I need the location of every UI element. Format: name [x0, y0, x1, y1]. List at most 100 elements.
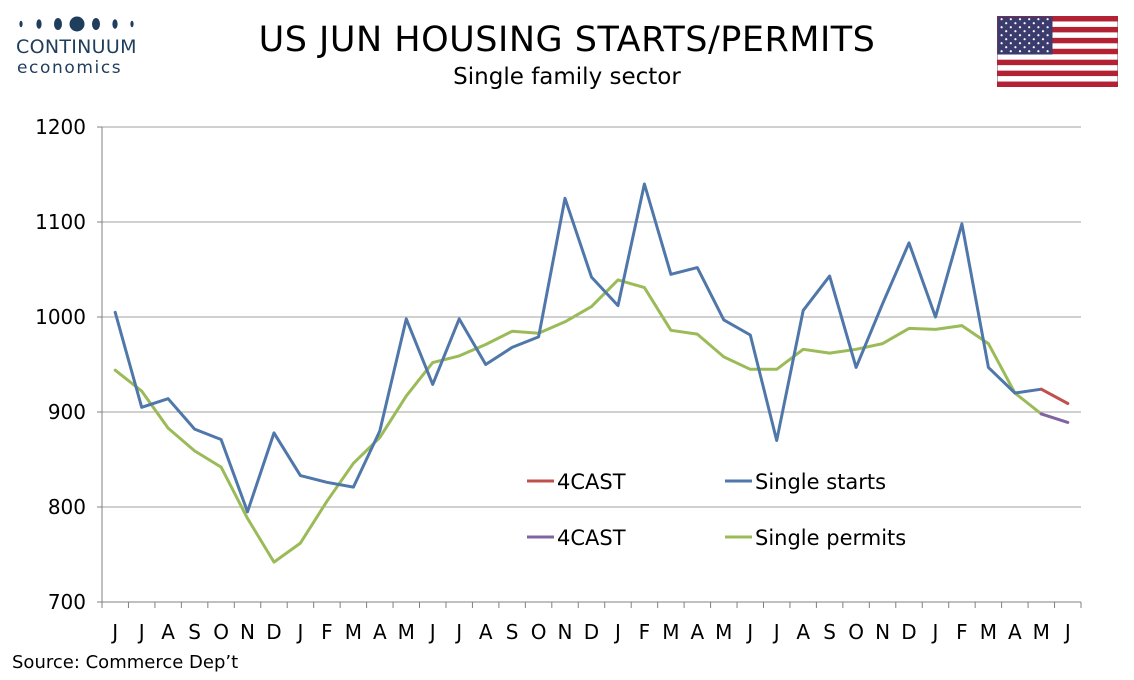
flag-star — [1037, 26, 1040, 29]
series-line-4cast-1 — [1039, 387, 1070, 405]
x-tick-label: J — [772, 620, 780, 644]
x-tick-label: M — [398, 620, 415, 644]
x-tick-label: M — [980, 620, 997, 644]
flag-star — [1041, 46, 1045, 49]
x-tick-label: A — [479, 620, 493, 644]
x-tick-label: M — [715, 620, 732, 644]
flag-star — [1000, 18, 1003, 21]
x-tick-label: O — [213, 620, 229, 644]
x-tick-label: D — [266, 620, 281, 644]
flag-star — [1032, 22, 1035, 25]
flag-star — [1009, 50, 1012, 53]
y-tick-label: 700 — [48, 590, 86, 614]
y-tick-label: 900 — [48, 400, 86, 424]
flag-stripe — [997, 26, 1118, 33]
chart-title: US JUN HOUSING STARTS/PERMITS — [258, 20, 876, 60]
flag-star — [1032, 46, 1035, 49]
flag-star — [1037, 42, 1040, 45]
flag-star — [1037, 50, 1040, 53]
flag-star — [1018, 18, 1022, 21]
continuum-logo: CONTINUUM economics — [14, 14, 144, 78]
flag-star — [1018, 34, 1022, 37]
y-tick-label: 1100 — [35, 210, 86, 234]
x-tick-label: J — [110, 620, 118, 644]
chart-subtitle: Single family sector — [453, 64, 681, 90]
us-flag-icon — [997, 16, 1118, 87]
flag-star — [1005, 30, 1008, 33]
logo-wordmark: CONTINUUM — [16, 36, 137, 58]
flag-star — [1037, 18, 1040, 21]
x-tick-label: D — [901, 620, 916, 644]
flag-star — [1000, 26, 1003, 29]
x-tick-label: S — [823, 620, 836, 644]
flag-star — [1046, 26, 1049, 29]
flag-star — [1023, 22, 1026, 25]
flag-star — [1005, 38, 1008, 41]
flag-star — [1014, 22, 1017, 25]
flag-star — [1028, 42, 1031, 45]
y-tick-label: 1200 — [35, 115, 86, 139]
legend-label: 4CAST — [557, 470, 626, 494]
x-tick-label: A — [796, 620, 810, 644]
flag-star — [1028, 50, 1031, 53]
flag-star — [1041, 30, 1045, 33]
flag-star — [1046, 42, 1049, 45]
flag-star — [1018, 42, 1022, 45]
x-tick-label: D — [584, 620, 599, 644]
source-note: Source: Commerce Dep’t — [12, 652, 239, 673]
flag-stripe — [997, 70, 1118, 77]
x-tick-label: J — [428, 620, 436, 644]
flag-stripe — [997, 16, 1118, 22]
flag-star — [1023, 46, 1026, 49]
flag-star — [1000, 34, 1003, 37]
logo-subtext: economics — [17, 58, 123, 78]
x-tick-label: N — [558, 620, 573, 644]
flag-star — [1000, 42, 1003, 45]
flag-star — [1037, 34, 1040, 37]
series-line-single-starts-0 — [113, 182, 1043, 514]
series-line-single-permits-2 — [113, 278, 1043, 564]
legend-label: 4CAST — [557, 526, 626, 550]
y-tick-label: 1000 — [35, 305, 86, 329]
flag-star — [1046, 18, 1049, 21]
flag-star — [1023, 38, 1026, 41]
x-tick-label: J — [613, 620, 621, 644]
x-tick-label: S — [188, 620, 201, 644]
x-tick-label: O — [848, 620, 864, 644]
flag-star — [1041, 38, 1045, 41]
x-tick-label: J — [295, 620, 303, 644]
flag-star — [1023, 30, 1026, 33]
flag-star — [1041, 22, 1045, 25]
y-tick-label: 800 — [48, 495, 86, 519]
flag-star — [1046, 50, 1049, 53]
x-tick-label: A — [373, 620, 387, 644]
x-tick-label: J — [931, 620, 939, 644]
flag-star — [1005, 46, 1008, 49]
logo-dots-icon — [19, 16, 134, 32]
flag-star — [1000, 50, 1003, 53]
flag-star — [1014, 30, 1017, 33]
x-tick-label: A — [1008, 620, 1022, 644]
flag-star — [1032, 38, 1035, 41]
x-tick-label: F — [956, 620, 968, 644]
flag-star — [1014, 38, 1017, 41]
x-tick-label: S — [506, 620, 519, 644]
flag-stripe — [997, 48, 1118, 55]
flag-star — [1028, 26, 1031, 29]
flag-stripe — [997, 81, 1118, 87]
flag-star — [1032, 30, 1035, 33]
x-tick-label: J — [745, 620, 753, 644]
flag-star — [1009, 18, 1012, 21]
flag-star — [1018, 50, 1022, 53]
x-tick-label: N — [240, 620, 255, 644]
flag-star — [1046, 34, 1049, 37]
flag-stripe — [997, 37, 1118, 44]
flag-star — [1018, 26, 1022, 29]
series-line-4cast-3 — [1039, 412, 1070, 424]
x-tick-label: M — [345, 620, 362, 644]
x-tick-label: A — [161, 620, 175, 644]
x-tick-label: J — [1063, 620, 1071, 644]
flag-star — [1009, 42, 1012, 45]
x-tick-label: O — [531, 620, 547, 644]
